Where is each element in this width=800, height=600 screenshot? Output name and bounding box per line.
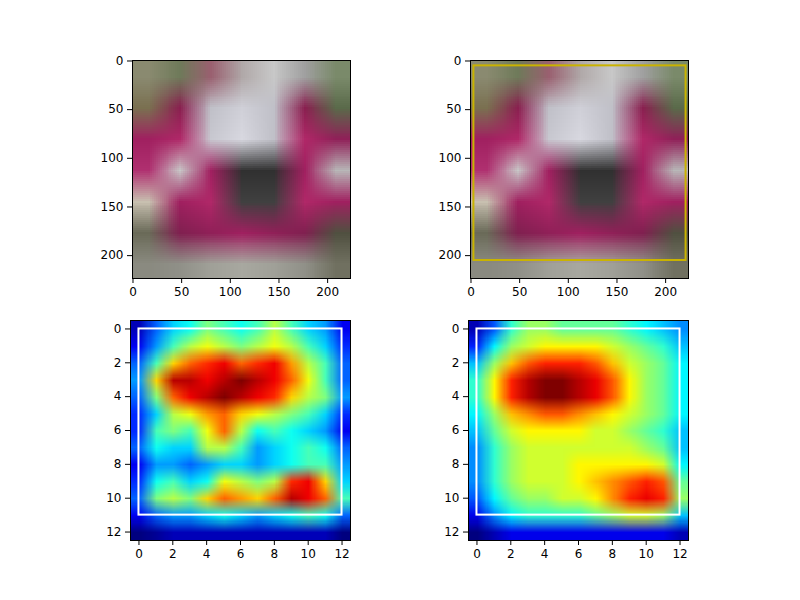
svg-text:10: 10: [106, 491, 121, 505]
svg-text:6: 6: [452, 423, 460, 437]
svg-text:150: 150: [439, 200, 462, 214]
svg-text:2: 2: [114, 356, 122, 370]
svg-text:100: 100: [101, 151, 124, 165]
svg-text:50: 50: [108, 102, 123, 116]
svg-text:4: 4: [452, 389, 460, 403]
svg-text:2: 2: [507, 547, 515, 561]
svg-text:8: 8: [452, 457, 460, 471]
svg-text:2: 2: [452, 356, 460, 370]
svg-text:0: 0: [473, 547, 481, 561]
svg-text:0: 0: [467, 285, 475, 299]
svg-text:8: 8: [609, 547, 617, 561]
svg-text:12: 12: [672, 547, 687, 561]
svg-text:8: 8: [114, 457, 122, 471]
svg-text:200: 200: [439, 248, 462, 262]
svg-text:50: 50: [174, 285, 189, 299]
svg-text:0: 0: [116, 54, 124, 68]
svg-text:4: 4: [203, 547, 211, 561]
svg-text:200: 200: [101, 248, 124, 262]
svg-text:6: 6: [114, 423, 122, 437]
svg-text:2: 2: [169, 547, 177, 561]
svg-text:6: 6: [237, 547, 245, 561]
svg-text:12: 12: [334, 547, 349, 561]
svg-text:12: 12: [444, 525, 459, 539]
svg-text:150: 150: [606, 285, 629, 299]
svg-text:200: 200: [316, 285, 339, 299]
svg-text:10: 10: [444, 491, 459, 505]
svg-text:12: 12: [106, 525, 121, 539]
svg-text:0: 0: [129, 285, 137, 299]
svg-text:0: 0: [114, 322, 122, 336]
svg-text:4: 4: [541, 547, 549, 561]
svg-text:100: 100: [219, 285, 242, 299]
svg-text:200: 200: [654, 285, 677, 299]
svg-text:10: 10: [301, 547, 316, 561]
svg-text:150: 150: [268, 285, 291, 299]
svg-text:4: 4: [114, 389, 122, 403]
svg-text:8: 8: [271, 547, 279, 561]
svg-text:150: 150: [101, 200, 124, 214]
svg-text:0: 0: [454, 54, 462, 68]
svg-text:0: 0: [452, 322, 460, 336]
svg-text:50: 50: [512, 285, 527, 299]
svg-text:6: 6: [575, 547, 583, 561]
svg-text:0: 0: [135, 547, 143, 561]
svg-text:100: 100: [439, 151, 462, 165]
svg-text:50: 50: [446, 102, 461, 116]
svg-text:100: 100: [557, 285, 580, 299]
svg-text:10: 10: [639, 547, 654, 561]
